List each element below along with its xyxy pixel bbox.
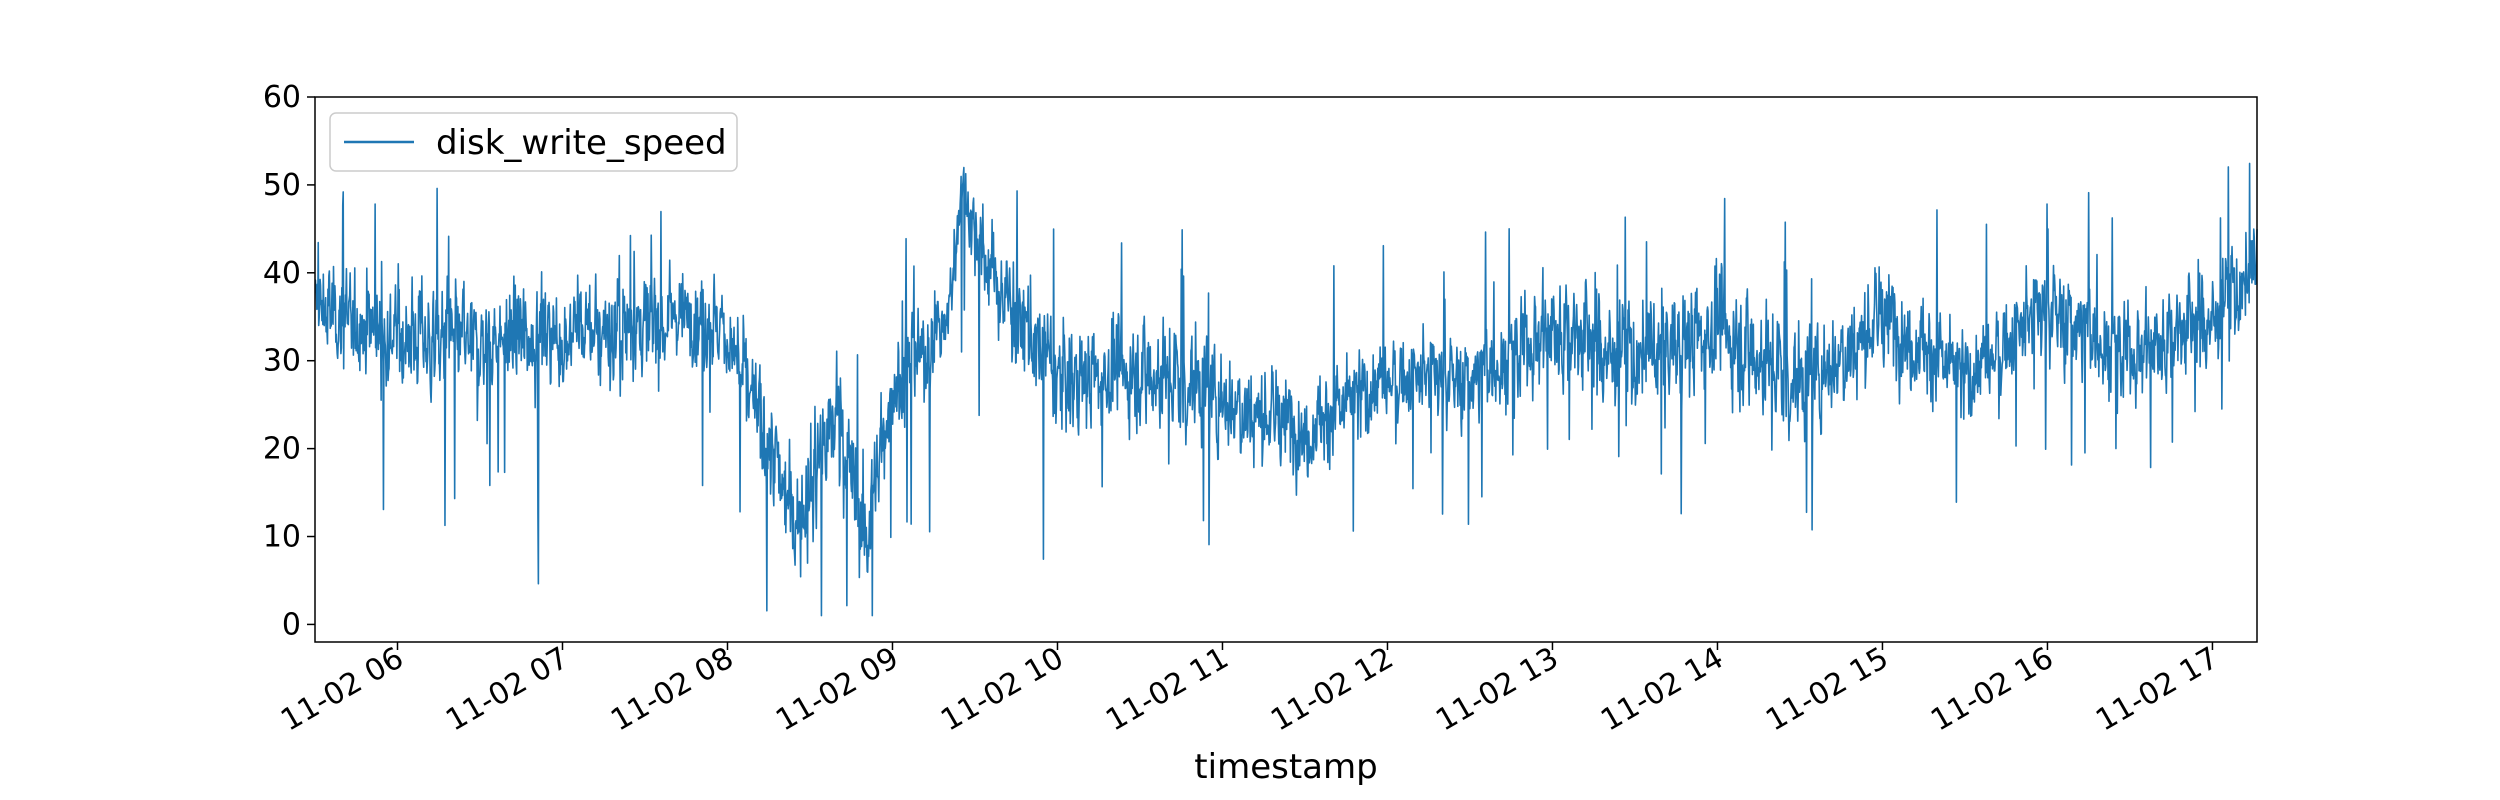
- y-tick-label: 20: [263, 432, 301, 467]
- x-tick-label: 11-02 10: [935, 641, 1069, 739]
- y-tick-label: 0: [282, 607, 301, 642]
- x-tick-label: 11-02 13: [1430, 641, 1564, 739]
- series-layer: [314, 162, 2258, 617]
- legend: disk_write_speed: [329, 112, 738, 172]
- y-tick-label: 10: [263, 520, 301, 555]
- x-tick-label: 11-02 14: [1595, 641, 1729, 739]
- y-tick-label: 40: [263, 256, 301, 291]
- y-tick-label: 50: [263, 168, 301, 203]
- legend-box: [329, 112, 738, 172]
- legend-label-disk-write-speed: disk_write_speed: [436, 123, 727, 163]
- y-tick-label: 30: [263, 344, 301, 379]
- x-axis: 11-02 06 11-02 07 11-02 08 11-02 09 11-02 10…: [275, 641, 2224, 739]
- x-tick-label: 11-02 15: [1760, 641, 1894, 739]
- y-axis: 0 10 20 30 40 50 60: [263, 80, 315, 642]
- x-tick-label: 11-02 16: [1925, 641, 2059, 739]
- x-tick-label: 11-02 11: [1100, 641, 1234, 739]
- x-tick-label: 11-02 12: [1265, 641, 1399, 739]
- x-tick-label: 11-02 17: [2090, 641, 2224, 739]
- x-tick-label: 11-02 08: [605, 641, 739, 739]
- x-tick-label: 11-02 06: [275, 641, 409, 739]
- y-tick-label: 60: [263, 80, 301, 115]
- plot-frame: [314, 96, 2258, 643]
- series-line-disk-write-speed: [314, 162, 2258, 617]
- x-axis-title: timestamp: [1194, 747, 1377, 787]
- x-tick-label: 11-02 09: [770, 641, 904, 739]
- x-tick-label: 11-02 07: [440, 641, 574, 739]
